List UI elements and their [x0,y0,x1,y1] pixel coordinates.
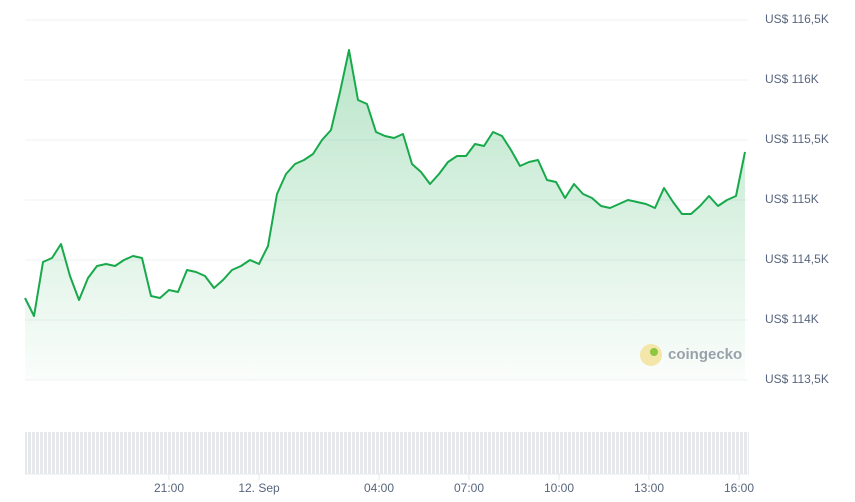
price-line [24,49,746,317]
watermark: coingecko [640,344,742,366]
y-tick-label: US$ 115K [765,192,819,206]
x-tick-label: 21:00 [154,481,184,495]
watermark-logo-eye [650,348,658,356]
y-tick-label: US$ 114K [765,312,819,326]
y-tick-label: US$ 113,5K [765,372,829,386]
y-tick-label: US$ 116,5K [765,12,829,26]
y-tick-label: US$ 114,5K [765,252,829,266]
area-fill [25,50,745,380]
x-tick-label: 13:00 [634,481,664,495]
volume-bars [25,432,749,474]
x-tick-label: 04:00 [364,481,394,495]
x-tick-label: 16:00 [724,481,754,495]
x-tick-label: 07:00 [454,481,484,495]
x-tick-label: 10:00 [544,481,574,495]
watermark-text: coingecko [668,346,742,363]
y-tick-label: US$ 115,5K [765,132,829,146]
x-tick-label: 12. Sep [238,481,280,495]
watermark-logo [640,344,662,366]
y-tick-label: US$ 116K [765,72,819,86]
